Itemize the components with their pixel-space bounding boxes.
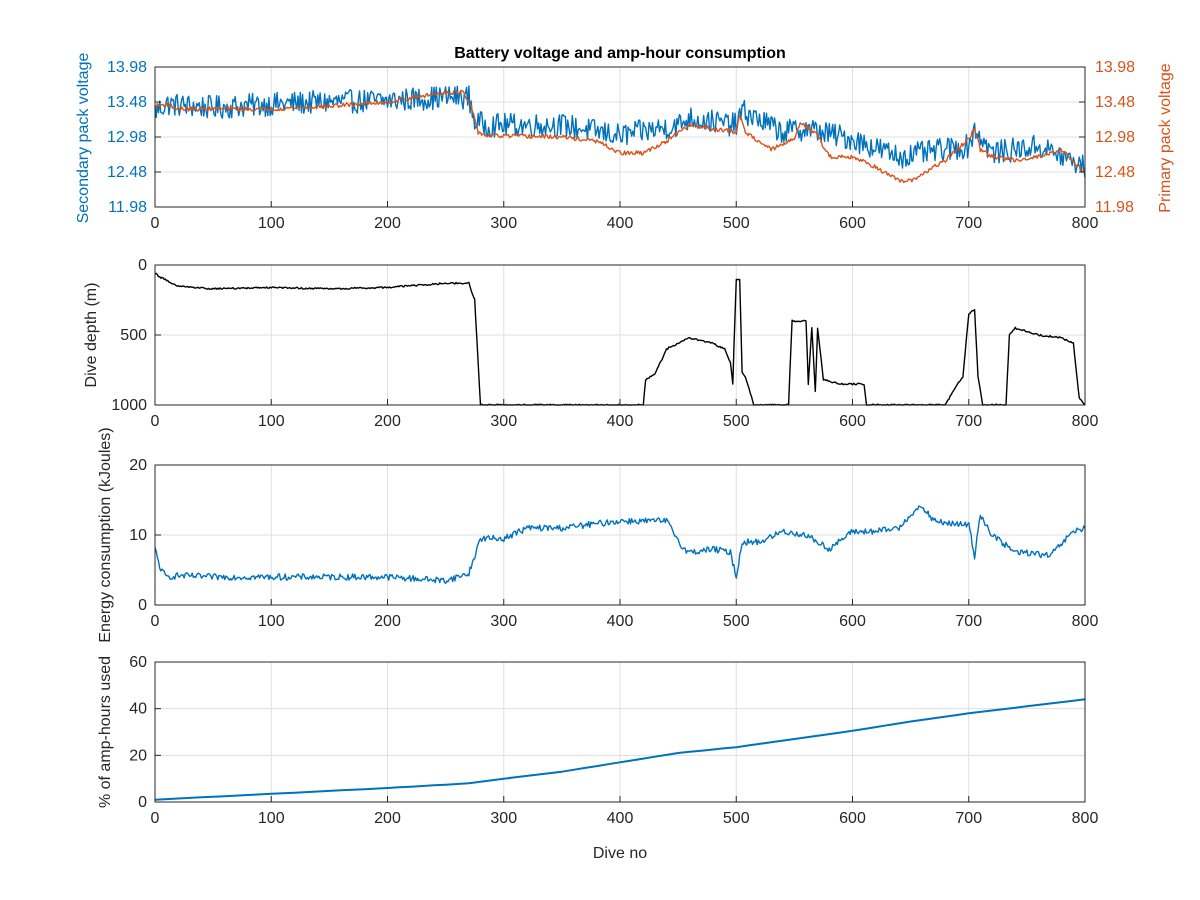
amp-hours-y-tick-label: 20	[129, 747, 147, 764]
voltage-x-tick-label: 0	[151, 215, 160, 232]
energy-y-tick-label: 0	[138, 597, 147, 614]
energy-y-tick-label: 10	[129, 527, 147, 544]
amp-hours-y-tick-label: 40	[129, 701, 147, 718]
secondary-voltage-y-label: Secondary pack voltage	[75, 53, 92, 224]
energy-x-tick-label: 500	[723, 613, 750, 630]
x-axis-label: Dive no	[593, 845, 647, 862]
energy-x-tick-label: 100	[258, 613, 285, 630]
voltage-right-tick-label: 11.98	[1095, 199, 1134, 216]
voltage-y-tick-label: 11.98	[108, 199, 147, 216]
energy-y-tick-label: 20	[129, 457, 147, 474]
amp-hours-y-tick-label: 0	[138, 794, 147, 811]
energy-series-line	[154, 505, 1086, 584]
depth-x-tick-label: 700	[955, 413, 982, 430]
depth-y-tick-label: 0	[138, 257, 147, 274]
energy-x-tick-label: 300	[490, 613, 517, 630]
voltage-x-tick-label: 400	[607, 215, 634, 232]
depth-x-tick-label: 0	[151, 413, 160, 430]
amp-hours-x-tick-label: 800	[1072, 810, 1099, 827]
depth-x-tick-label: 800	[1072, 413, 1099, 430]
voltage-x-tick-label: 100	[258, 215, 285, 232]
amp-hours-y-label: % of amp-hours used	[97, 656, 114, 808]
depth-x-tick-label: 600	[839, 413, 866, 430]
voltage-right-tick-label: 12.98	[1095, 129, 1135, 146]
voltage-y-tick-label: 13.48	[107, 94, 147, 111]
voltage-x-tick-label: 500	[723, 215, 750, 232]
voltage-x-tick-label: 700	[955, 215, 982, 232]
energy-panel: Energy consumption (kJoules) 0 100 200 300 4…	[97, 427, 1098, 642]
depth-x-tick-label: 200	[374, 413, 401, 430]
voltage-series-line	[154, 85, 1086, 178]
voltage-series-line-right	[154, 89, 1086, 184]
amp-hours-panel: % of amp-hours used Dive no 0 100 200 300 40…	[97, 654, 1098, 862]
amp-hours-x-tick-label: 400	[607, 810, 634, 827]
primary-voltage-y-label: Primary pack voltage	[1157, 63, 1174, 212]
depth-y-tick-label: 500	[120, 327, 147, 344]
energy-x-tick-label: 700	[955, 613, 982, 630]
voltage-y-tick-label: 13.98	[107, 59, 147, 76]
amp-hours-x-tick-label: 600	[839, 810, 866, 827]
energy-x-tick-label: 600	[839, 613, 866, 630]
amp-hours-y-tick-label: 60	[129, 654, 147, 671]
amp-hours-x-tick-label: 300	[490, 810, 517, 827]
voltage-right-tick-label: 13.48	[1095, 94, 1135, 111]
amp-hours-x-tick-label: 0	[151, 810, 160, 827]
voltage-y-tick-label: 12.98	[107, 129, 147, 146]
voltage-right-tick-label: 12.48	[1095, 164, 1135, 181]
voltage-x-tick-label: 600	[839, 215, 866, 232]
voltage-x-tick-label: 200	[374, 215, 401, 232]
energy-y-label: Energy consumption (kJoules)	[97, 427, 114, 642]
energy-x-tick-label: 0	[151, 613, 160, 630]
depth-x-tick-label: 500	[723, 413, 750, 430]
amp-hours-x-tick-label: 100	[258, 810, 285, 827]
depth-x-tick-label: 100	[258, 413, 285, 430]
depth-x-tick-label: 400	[607, 413, 634, 430]
amp-hours-x-tick-label: 500	[723, 810, 750, 827]
depth-y-label: Dive depth (m)	[83, 283, 100, 388]
amp-hours-x-tick-label: 200	[374, 810, 401, 827]
voltage-x-tick-label: 300	[490, 215, 517, 232]
depth-panel: Dive depth (m) 0 100 200 300 400 500 600 700 800…	[83, 257, 1098, 430]
energy-x-tick-label: 800	[1072, 613, 1099, 630]
voltage-right-tick-label: 13.98	[1095, 59, 1135, 76]
depth-y-tick-label: 1000	[111, 397, 147, 414]
voltage-y-tick-label: 12.48	[107, 164, 147, 181]
depth-x-tick-label: 300	[490, 413, 517, 430]
voltage-panel: Battery voltage and amp-hour consumption…	[75, 45, 1174, 232]
energy-x-tick-label: 400	[607, 613, 634, 630]
voltage-x-tick-label: 800	[1072, 215, 1099, 232]
chart-title: Battery voltage and amp-hour consumption	[454, 45, 786, 62]
amp-hours-series-line	[154, 698, 1086, 801]
amp-hours-x-tick-label: 700	[955, 810, 982, 827]
energy-x-tick-label: 200	[374, 613, 401, 630]
